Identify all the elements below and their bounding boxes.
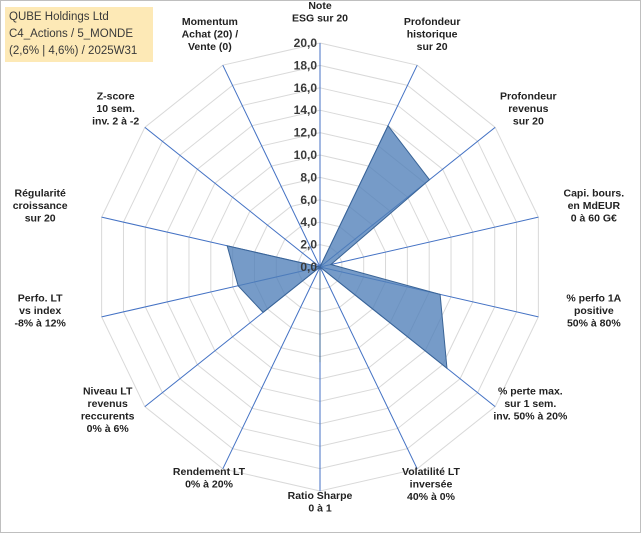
info-category: C4_Actions / 5_MONDE (9, 28, 133, 40)
info-company: QUBE Holdings Ltd (9, 11, 109, 23)
tick-label: 14,0 (294, 103, 318, 117)
axis-label: Profondeur historique sur 20 (404, 16, 461, 53)
tick-label: 10,0 (294, 148, 318, 162)
axis-label: Ratio Sharpe 0 à 1 (288, 490, 353, 515)
axis-spoke (222, 64, 321, 268)
axis-label: Régularité croissance sur 20 (13, 187, 68, 224)
tick-label: 6,0 (300, 193, 317, 207)
axis-label: Z-score 10 sem. inv. 2 à -2 (92, 91, 139, 128)
axis-spoke (222, 266, 321, 470)
info-box: QUBE Holdings Ltd C4_Actions / 5_MONDE (… (5, 7, 153, 62)
axis-label: % perfo 1A positive 50% à 80% (566, 293, 621, 330)
tick-label: 16,0 (294, 81, 318, 95)
axis-label: Momentum Achat (20) / Vente (0) (182, 16, 239, 53)
axis-spoke (144, 126, 321, 268)
axis-spoke (319, 216, 539, 268)
axis-label: Profondeur revenus sur 20 (500, 91, 557, 128)
axis-label: Perfo. LT vs index -8% à 12% (14, 293, 66, 330)
axis-label: Volatilité LT inversée 40% à 0% (402, 466, 461, 503)
axis-label: Note ESG sur 20 (292, 0, 348, 25)
axis-label: Capi. bours. en MdEUR 0 à 60 G€ (563, 187, 624, 224)
tick-label: 20,0 (294, 36, 318, 50)
axis-spoke (319, 266, 418, 470)
tick-label: 4,0 (300, 215, 317, 229)
radar-axis-labels: Note ESG sur 20 Profondeur historique sur 20… (13, 0, 625, 515)
tick-label: 2,0 (300, 238, 317, 252)
tick-label: 8,0 (300, 170, 317, 184)
tick-label: 12,0 (294, 126, 318, 140)
tick-label: 0,0 (300, 260, 317, 274)
axis-label: % perte max. sur 1 sem. inv. 50% à 20% (493, 385, 568, 422)
tick-label: 18,0 (294, 58, 318, 72)
axis-label: Niveau LT revenus reccurents 0% à 6% (81, 385, 135, 435)
info-period: (2,6% | 4,6%) / 2025W31 (9, 45, 138, 57)
series-area (226, 124, 448, 370)
axis-label: Rendement LT 0% à 20% (173, 466, 246, 491)
radar-series (226, 124, 448, 370)
radar-tick-labels: 0,0 2,0 4,0 6,0 8,0 10,0 12,0 14,0 16,0 18,0 20,0 (294, 36, 318, 274)
